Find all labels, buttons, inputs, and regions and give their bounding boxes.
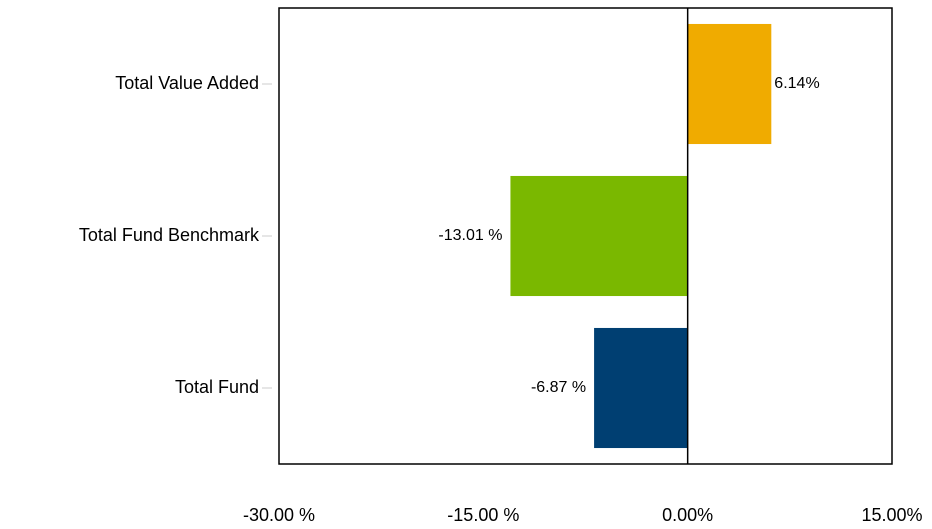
x-tick-label: -30.00 % <box>243 505 315 525</box>
x-tick-label: 15.00% <box>861 505 922 525</box>
value-label: 6.14% <box>774 75 819 92</box>
x-tick-label: 0.00% <box>662 505 713 525</box>
bar <box>687 23 772 145</box>
y-tick-label: Total Value Added <box>115 73 259 93</box>
y-tick-label: Total Fund Benchmark <box>79 225 260 245</box>
value-label: -13.01 % <box>438 227 502 244</box>
value-label: -6.87 % <box>531 379 586 396</box>
x-tick-label: -15.00 % <box>447 505 519 525</box>
plot-frame <box>278 7 893 465</box>
bar <box>594 327 688 449</box>
bar <box>510 175 688 297</box>
y-tick-label: Total Fund <box>175 377 259 397</box>
